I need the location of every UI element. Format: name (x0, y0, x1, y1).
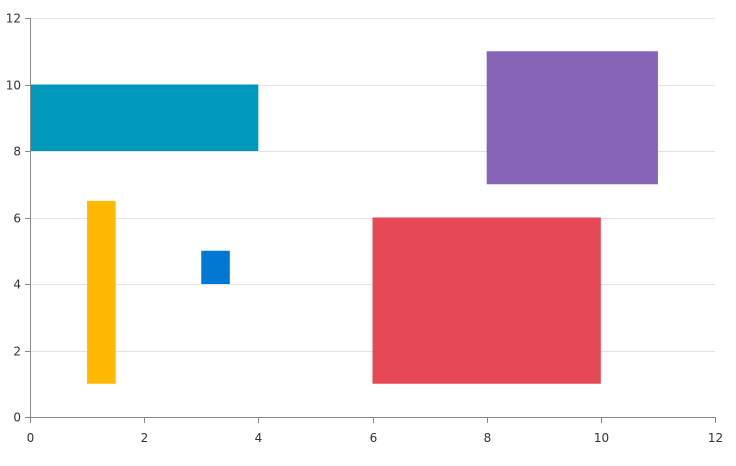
x-tick-label: 0 (27, 431, 35, 445)
y-tick-label: 10 (6, 79, 21, 93)
x-tick-label: 2 (141, 431, 149, 445)
x-tick-label: 12 (708, 431, 723, 445)
y-tick-label: 8 (13, 145, 21, 159)
chart-rects (30, 51, 658, 384)
rect-red (372, 217, 601, 384)
y-tick-label: 12 (6, 12, 21, 26)
rect-teal (30, 84, 259, 151)
x-tick-label: 4 (255, 431, 263, 445)
axes: 0 2 4 6 8 10 12 0 2 4 6 8 10 12 (6, 12, 723, 446)
rect-purple (486, 51, 658, 185)
rect-yellow (87, 200, 116, 384)
y-tick-label: 4 (13, 278, 21, 292)
y-tick-label: 2 (13, 345, 21, 359)
y-tick-label: 6 (13, 212, 21, 226)
x-tick-label: 6 (370, 431, 378, 445)
rect-blue (201, 250, 230, 284)
x-tick-label: 10 (594, 431, 609, 445)
y-tick-label: 0 (13, 411, 21, 425)
x-tick-label: 8 (484, 431, 492, 445)
